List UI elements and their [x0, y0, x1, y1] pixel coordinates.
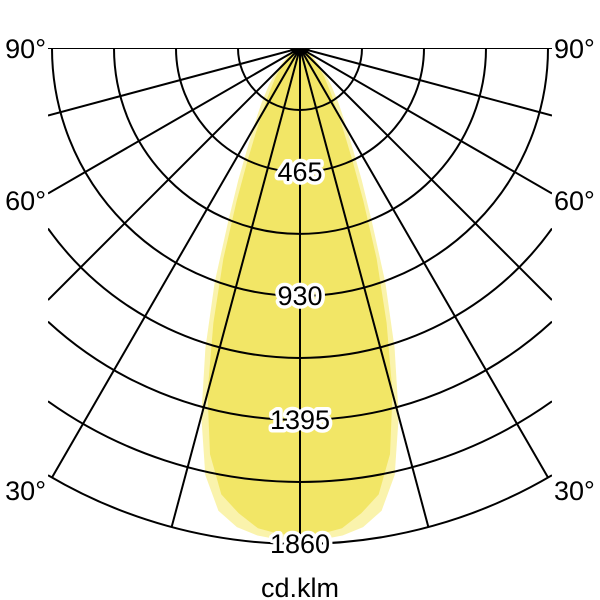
angle-label-left-30: 30° [5, 476, 46, 506]
grid-arc-1860 [48, 474, 552, 545]
grid-ray-75deg [299, 48, 552, 117]
grid-arc-930 [51, 48, 549, 297]
grid-ray-45deg [299, 48, 552, 301]
chart-labels: 90° 60° 30° 90° 60° 30° 465 930 1395 186… [2, 31, 599, 600]
ring-label-1860: 1860 [270, 529, 330, 559]
ring-label-930: 930 [277, 281, 322, 311]
ring-label-1395: 1395 [270, 405, 330, 435]
angle-label-right-60: 60° [554, 186, 595, 216]
unit-label: cd.klm [261, 573, 339, 600]
grid-arc-465 [175, 48, 425, 173]
angle-label-right-30: 30° [554, 476, 595, 506]
ring-label-465: 465 [277, 157, 322, 187]
grid-arc-233 [237, 48, 363, 111]
origin-luminaire-dot [290, 48, 310, 55]
grid-layer [48, 48, 552, 545]
grid-ray-60deg [299, 48, 552, 195]
angle-label-left-90: 90° [5, 34, 46, 64]
grid-arc-698 [113, 48, 487, 235]
grid-ray--45deg [48, 48, 301, 301]
grid-arc-1395 [48, 320, 552, 421]
angle-label-right-90: 90° [554, 34, 595, 64]
grid-ray--60deg [48, 48, 301, 195]
grid-arc-1163 [48, 227, 552, 359]
grid-arc-1628 [48, 400, 552, 483]
angle-label-left-60: 60° [5, 186, 46, 216]
grid-ray--75deg [48, 48, 301, 117]
